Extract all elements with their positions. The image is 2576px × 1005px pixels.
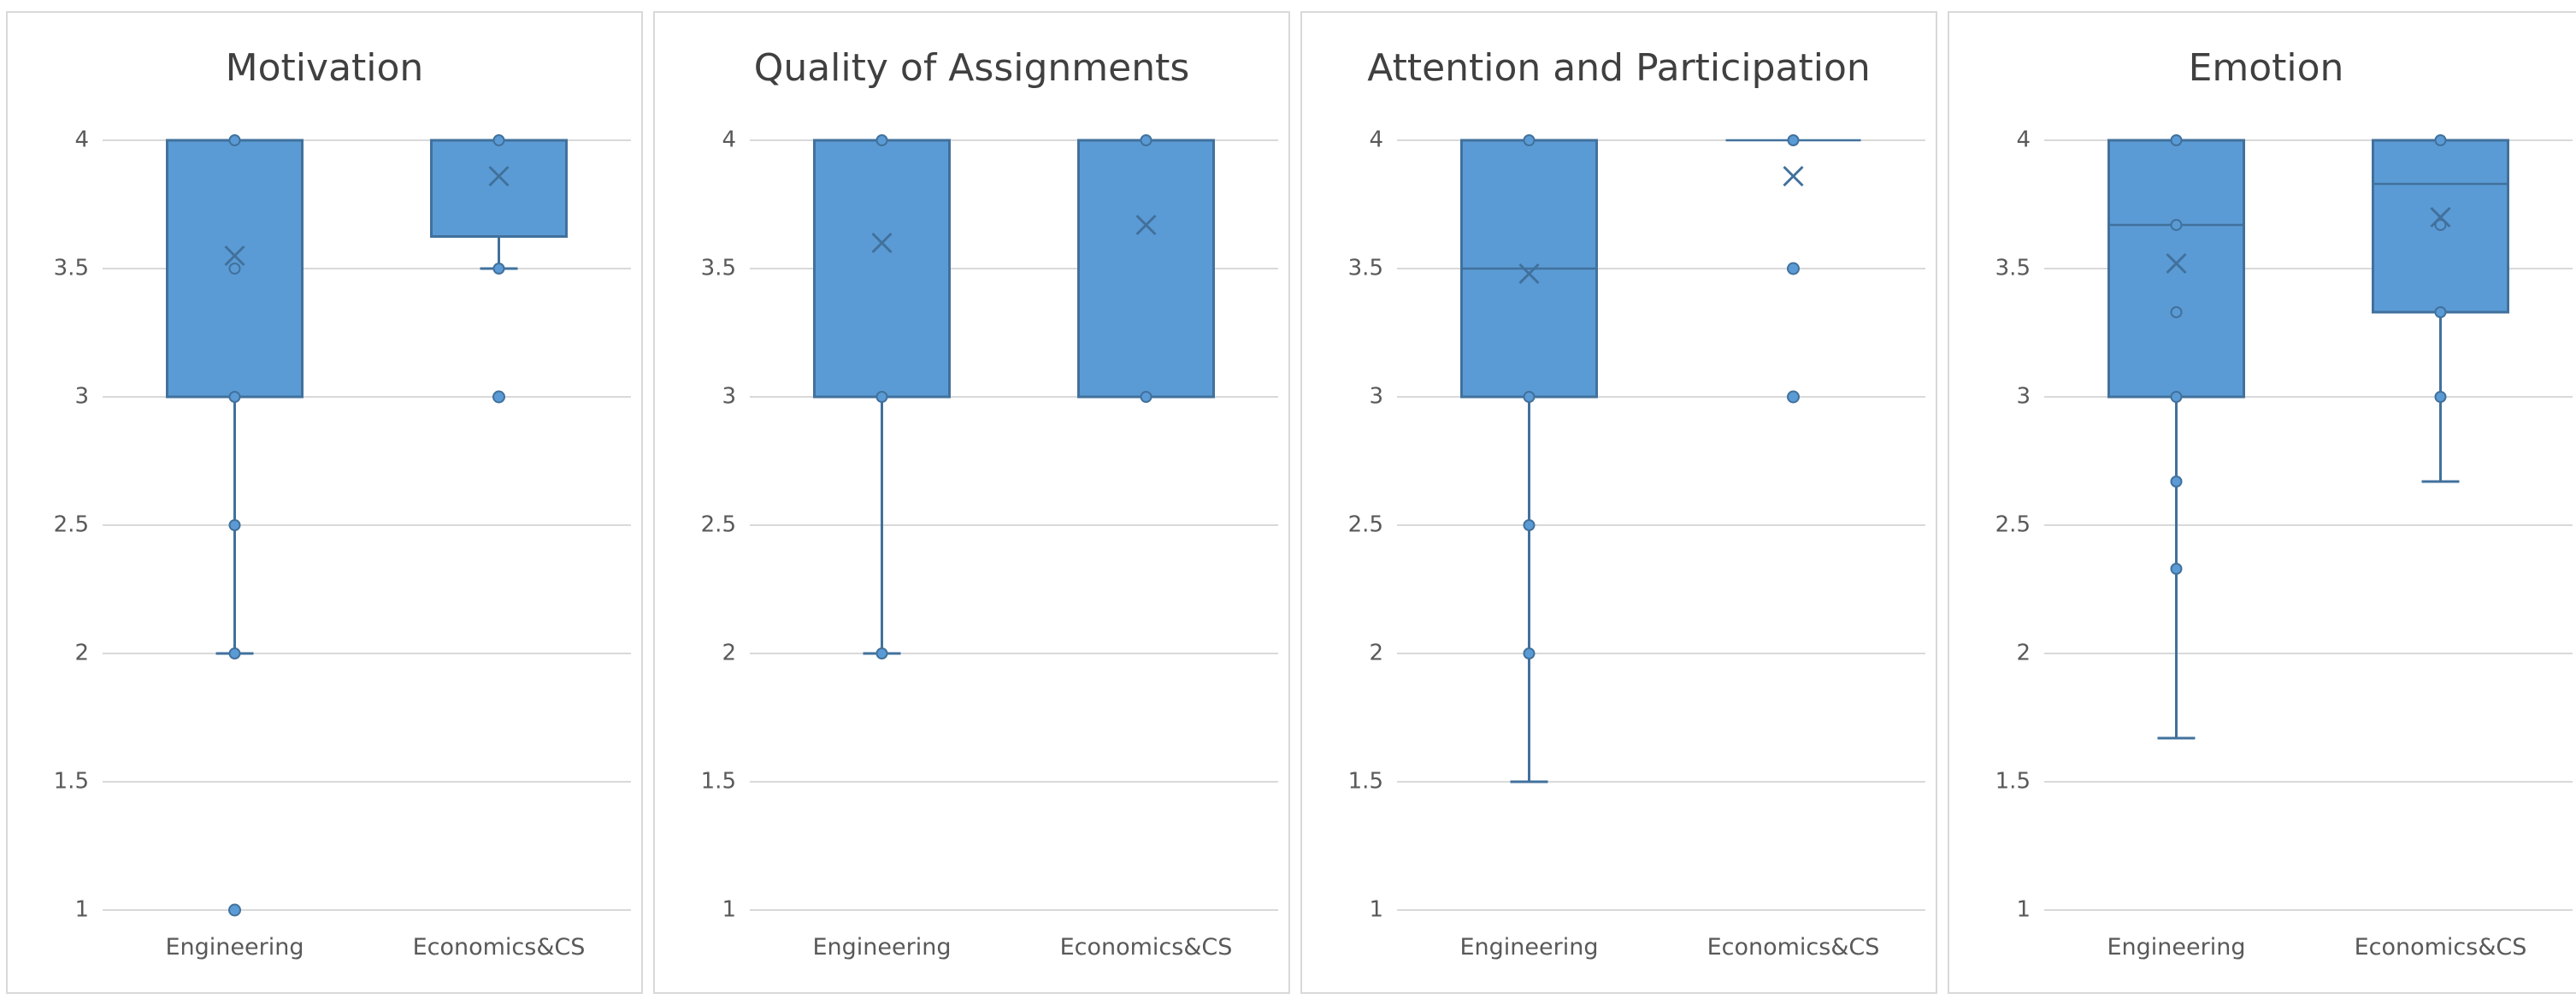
panel-border <box>1300 11 1937 994</box>
data-point <box>228 134 241 146</box>
data-point <box>1523 647 1536 659</box>
y-tick-label: 1 <box>74 897 89 923</box>
y-tick-label: 4 <box>74 127 89 153</box>
outlier-point <box>228 903 241 917</box>
box-series-1 <box>166 134 304 917</box>
y-tick-label: 2 <box>722 641 736 666</box>
data-point <box>228 519 241 531</box>
data-point <box>228 647 241 659</box>
data-point <box>1140 134 1152 146</box>
chart-title: Quality of Assignments <box>754 46 1190 90</box>
mean-marker <box>2166 252 2187 275</box>
box-series-1 <box>813 134 951 659</box>
y-tick-label: 4 <box>722 127 736 153</box>
data-point <box>2170 391 2183 403</box>
y-tick-label: 3 <box>74 384 89 410</box>
outlier-point <box>1787 390 1800 404</box>
chart-panel: Motivation 1 1.5 2 2.5 3 3.5 4 Engineering Econom… <box>6 11 643 994</box>
mean-marker <box>1518 263 1540 285</box>
y-tick-label: 3.5 <box>1995 256 2031 281</box>
y-tick-label: 1.5 <box>701 769 736 795</box>
data-point <box>1523 391 1536 403</box>
mean-marker <box>224 245 245 267</box>
x-category-label: Engineering <box>1460 934 1599 961</box>
box-series-2 <box>2372 134 2509 483</box>
x-category-label: Engineering <box>166 934 304 961</box>
y-tick-label: 3 <box>2016 384 2031 410</box>
data-point <box>1787 134 1800 146</box>
y-tick-label: 1 <box>2016 897 2031 923</box>
box-series-2 <box>1077 134 1215 403</box>
data-point <box>2170 219 2183 231</box>
y-tick-label: 2 <box>74 641 89 666</box>
data-point <box>2170 306 2183 318</box>
y-tick-label: 2 <box>1369 641 1383 666</box>
chart-panel: Attention and Participation 1 1.5 2 2.5 3 3.5 4… <box>1300 11 1937 994</box>
data-point <box>875 647 888 659</box>
y-tick-label: 2.5 <box>701 512 736 538</box>
box-series-1 <box>1460 134 1598 783</box>
y-tick-label: 3 <box>722 384 736 410</box>
box-series-1 <box>2107 134 2245 740</box>
chart-panel: Quality of Assignments 1 1.5 2 2.5 3 3.5 4 Engin… <box>653 11 1290 994</box>
chart-panel: Emotion 1 1.5 2 2.5 3 3.5 4 Engineering Economics… <box>1948 11 2576 994</box>
outlier-point <box>492 390 505 404</box>
y-tick-label: 2 <box>2016 641 2031 666</box>
data-point <box>875 391 888 403</box>
box-series-2 <box>1725 134 1861 404</box>
data-point <box>1523 519 1536 531</box>
y-tick-label: 2.5 <box>54 512 89 538</box>
box-iqr <box>2107 139 2245 399</box>
data-point <box>2434 134 2447 146</box>
y-tick-label: 4 <box>2016 127 2031 153</box>
y-tick-label: 3.5 <box>54 256 89 281</box>
y-tick-label: 2.5 <box>1348 512 1383 538</box>
box-iqr <box>813 139 951 399</box>
y-tick-label: 3.5 <box>701 256 736 281</box>
mean-marker <box>1135 214 1157 236</box>
mean-marker <box>2430 206 2451 228</box>
data-point <box>2434 219 2447 231</box>
mean-marker <box>871 232 893 254</box>
outlier-point <box>1787 262 1800 275</box>
x-category-label: Economics&CS <box>2355 934 2527 961</box>
data-point <box>2170 134 2183 146</box>
data-point <box>228 263 241 275</box>
data-point <box>2170 476 2183 488</box>
mean-marker <box>488 165 510 187</box>
data-point <box>492 134 505 146</box>
data-point <box>2434 391 2447 403</box>
data-point <box>2170 563 2183 575</box>
chart-title: Attention and Participation <box>1367 46 1871 90</box>
y-tick-label: 3.5 <box>1348 256 1383 281</box>
mean-marker <box>1783 165 1804 187</box>
data-point <box>875 134 888 146</box>
chart-title: Emotion <box>2189 46 2344 90</box>
data-point <box>2434 306 2447 318</box>
x-category-label: Economics&CS <box>413 934 586 961</box>
x-category-label: Economics&CS <box>1707 934 1880 961</box>
box-series-2 <box>430 134 568 404</box>
data-point <box>1523 134 1536 146</box>
y-tick-label: 1.5 <box>1348 769 1383 795</box>
y-tick-label: 1.5 <box>54 769 89 795</box>
y-tick-label: 2.5 <box>1995 512 2031 538</box>
x-category-label: Engineering <box>2107 934 2246 961</box>
box-iqr <box>430 139 568 238</box>
y-tick-label: 1.5 <box>1995 769 2031 795</box>
y-tick-label: 3 <box>1369 384 1383 410</box>
data-point <box>228 391 241 403</box>
y-tick-label: 1 <box>722 897 736 923</box>
data-point <box>492 263 505 275</box>
y-tick-label: 4 <box>1369 127 1383 153</box>
data-point <box>1140 391 1152 403</box>
y-tick-label: 1 <box>1369 897 1383 923</box>
x-category-label: Economics&CS <box>1060 934 1233 961</box>
x-category-label: Engineering <box>813 934 952 961</box>
box-iqr <box>1077 139 1215 399</box>
chart-title: Motivation <box>226 46 424 90</box>
